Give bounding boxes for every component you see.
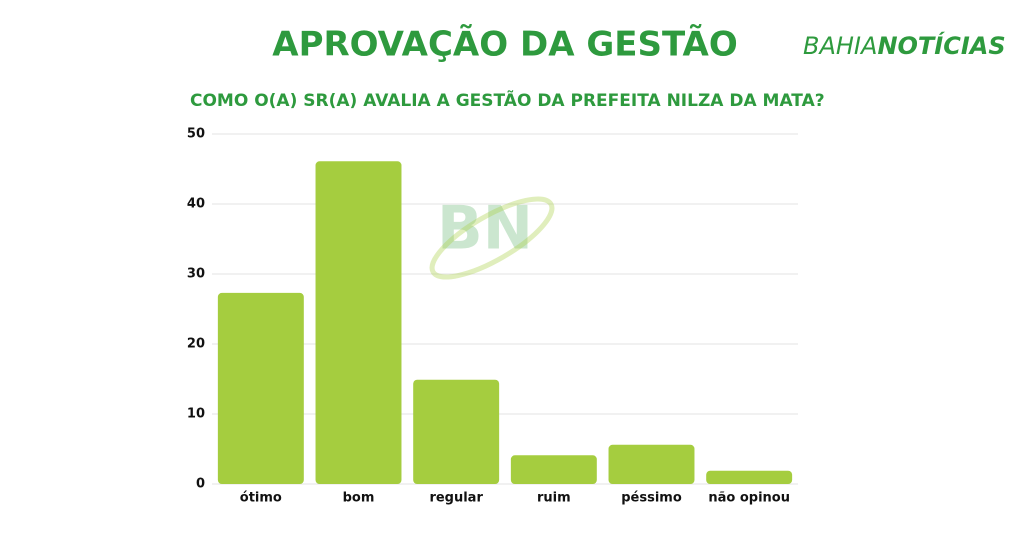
bar bbox=[706, 470, 793, 484]
y-tick-label: 10 bbox=[187, 407, 205, 422]
bar bbox=[510, 455, 597, 484]
y-tick-label: 50 bbox=[187, 127, 205, 142]
y-tick-label: 30 bbox=[187, 267, 205, 282]
x-tick-label: regular bbox=[429, 491, 483, 506]
x-tick-label: ruim bbox=[537, 491, 571, 506]
bar bbox=[217, 292, 304, 484]
brand-logo: BAHIANOTÍCIAS bbox=[803, 31, 1006, 60]
x-tick-label: ótimo bbox=[240, 491, 282, 506]
y-tick-label: 20 bbox=[187, 337, 205, 352]
chart-subtitle: COMO O(A) SR(A) AVALIA A GESTÃO DA PREFE… bbox=[190, 88, 825, 111]
x-tick-label: não opinou bbox=[708, 491, 790, 506]
y-tick-label: 40 bbox=[187, 197, 205, 212]
x-tick-label: bom bbox=[343, 491, 375, 506]
watermark-swoosh bbox=[429, 196, 555, 280]
bar bbox=[608, 444, 695, 484]
bar bbox=[413, 379, 500, 484]
bar bbox=[315, 161, 402, 485]
plot-area: 0 10 20 30 40 50 ótimo bom regular ruim péssimo não… bbox=[187, 127, 798, 506]
watermark: BN bbox=[437, 194, 533, 264]
y-tick-label: 0 bbox=[196, 477, 205, 492]
x-tick-label: péssimo bbox=[621, 491, 682, 506]
brand-part: BAHIA bbox=[803, 32, 877, 60]
chart-title: APROVAÇÃO DA GESTÃO bbox=[272, 24, 738, 65]
brand-part: NOTÍCIAS bbox=[877, 31, 1005, 60]
